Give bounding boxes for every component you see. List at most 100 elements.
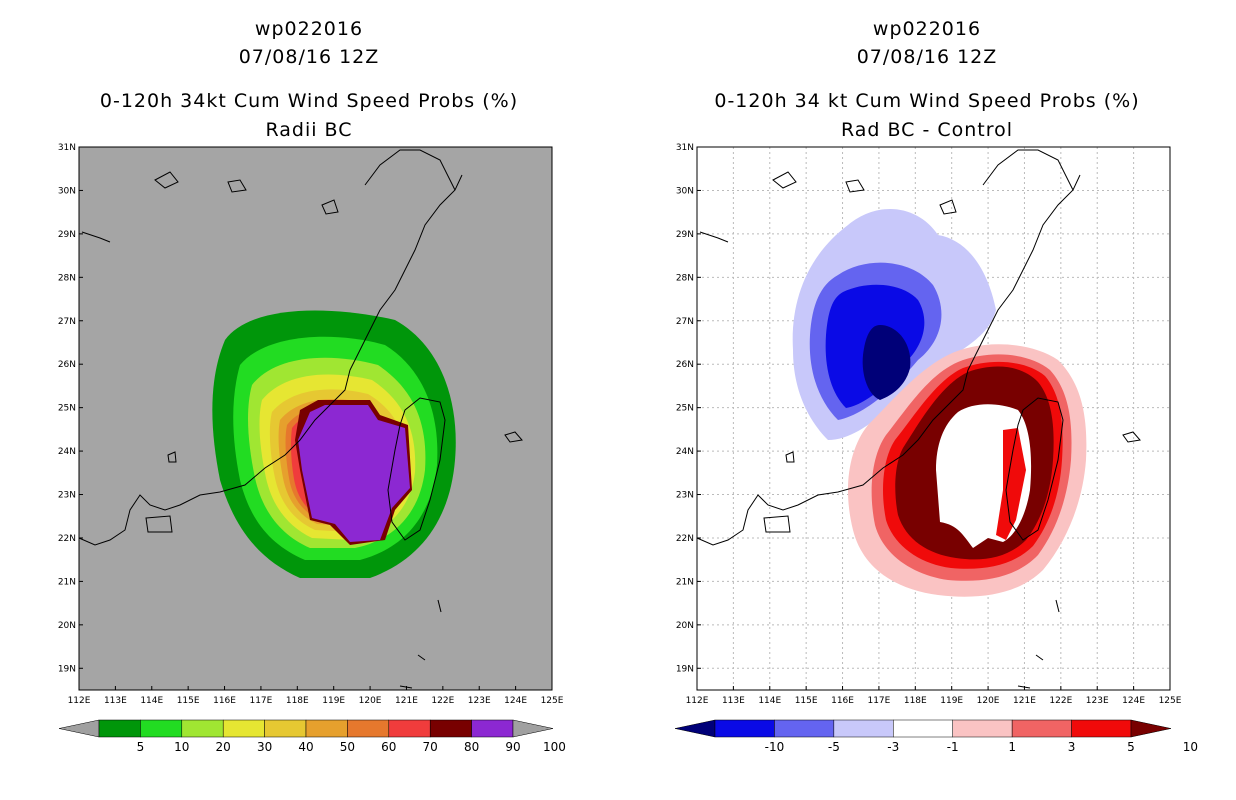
colorbar-label: 5 bbox=[1127, 740, 1135, 754]
positive-difference bbox=[848, 344, 1087, 597]
coastlines bbox=[696, 149, 1141, 689]
colorbar-label: -10 bbox=[765, 740, 785, 754]
lon-label: 123E bbox=[1086, 696, 1109, 706]
lat-label: 24N bbox=[676, 447, 694, 457]
colorbar-swatch bbox=[264, 719, 307, 738]
lat-label: 24N bbox=[58, 447, 76, 457]
left-panel: wp022016 07/08/16 12Z 0-120h 34kt Cum Wi… bbox=[58, 18, 566, 754]
lon-label: 112E bbox=[686, 696, 709, 706]
right-map: 19N20N21N22N23N24N25N26N27N28N29N30N31N … bbox=[674, 143, 1198, 754]
colorbar-label: 60 bbox=[381, 740, 396, 754]
colorbar-label: 10 bbox=[1183, 740, 1198, 754]
colorbar-label: 20 bbox=[216, 740, 231, 754]
lat-label: 21N bbox=[58, 577, 76, 587]
lat-label: 22N bbox=[676, 534, 694, 544]
right-subtitle: Rad BC - Control bbox=[840, 119, 1014, 141]
left-colorbar: 5 10 20 30 40 50 60 70 80 90 100 bbox=[58, 719, 566, 754]
right-storm-id: wp022016 bbox=[872, 18, 982, 40]
colorbar-label: 3 bbox=[1068, 740, 1076, 754]
right-datetime: 07/08/16 12Z bbox=[856, 46, 998, 68]
lon-label: 120E bbox=[359, 696, 382, 706]
lat-label: 31N bbox=[58, 143, 76, 153]
colorbar-label: 50 bbox=[340, 740, 355, 754]
colorbar-swatch bbox=[347, 719, 390, 738]
lon-label: 114E bbox=[758, 696, 781, 706]
lon-label: 112E bbox=[68, 696, 91, 706]
left-subtitle: Radii BC bbox=[265, 119, 353, 141]
colorbar-label: 80 bbox=[464, 740, 479, 754]
lat-label: 25N bbox=[676, 404, 694, 414]
lon-label: 124E bbox=[1122, 696, 1145, 706]
lon-label: 117E bbox=[249, 696, 272, 706]
lon-label: 123E bbox=[468, 696, 491, 706]
lat-label: 20N bbox=[58, 621, 76, 631]
lon-label: 116E bbox=[213, 696, 236, 706]
lon-label: 122E bbox=[431, 696, 454, 706]
lon-label: 116E bbox=[831, 696, 854, 706]
colorbar-swatch bbox=[140, 719, 183, 738]
colorbar-swatch bbox=[181, 719, 224, 738]
colorbar-right-arrow bbox=[1130, 719, 1172, 738]
lat-label: 29N bbox=[58, 230, 76, 240]
left-map-frame bbox=[78, 146, 553, 691]
colorbar-swatch bbox=[305, 719, 348, 738]
left-map: 19N20N21N22N23N24N25N26N27N28N29N30N31N … bbox=[58, 143, 566, 754]
colorbar-left-arrow bbox=[674, 719, 716, 738]
lon-label: 122E bbox=[1049, 696, 1072, 706]
left-storm-id: wp022016 bbox=[254, 18, 364, 40]
colorbar-swatch bbox=[98, 719, 141, 738]
colorbar-label: 40 bbox=[298, 740, 313, 754]
lat-label: 26N bbox=[58, 360, 76, 370]
colorbar-right-arrow bbox=[512, 719, 554, 738]
right-lat-labels: 19N 20N 21N 22N 23N 24N 25N 26N 27N 28N 29N 30N 31N bbox=[676, 143, 701, 674]
lat-label: 19N bbox=[58, 664, 76, 674]
lat-label: 25N bbox=[58, 404, 76, 414]
lat-label: 28N bbox=[58, 273, 76, 283]
lat-label: 19N bbox=[676, 664, 694, 674]
lon-label: 119E bbox=[322, 696, 345, 706]
lon-label: 114E bbox=[140, 696, 163, 706]
lon-label: 113E bbox=[104, 696, 127, 706]
lat-label: 26N bbox=[676, 360, 694, 370]
right-lon-labels: 112E 113E 114E 115E 116E 117E 118E 119E 120E 121E… bbox=[686, 686, 1182, 706]
colorbar-swatch bbox=[893, 719, 953, 738]
lat-label: 23N bbox=[58, 491, 76, 501]
right-panel: wp022016 07/08/16 12Z 0-120h 34 kt Cum W… bbox=[618, 0, 1236, 800]
colorbar-swatch bbox=[774, 719, 835, 738]
diff-neg-10 bbox=[862, 325, 911, 400]
colorbar-swatch bbox=[471, 719, 514, 738]
lat-label: 27N bbox=[58, 317, 76, 327]
colorbar-label: 1 bbox=[1008, 740, 1016, 754]
colorbar-label: 70 bbox=[423, 740, 438, 754]
colorbar-label: 90 bbox=[505, 740, 520, 754]
colorbar-left-arrow bbox=[58, 719, 100, 738]
lat-label: 20N bbox=[676, 621, 694, 631]
lon-label: 120E bbox=[977, 696, 1000, 706]
colorbar-label: 5 bbox=[137, 740, 145, 754]
colorbar-swatch bbox=[388, 719, 431, 738]
colorbar-label: 10 bbox=[174, 740, 189, 754]
colorbar-swatch bbox=[1071, 719, 1132, 738]
lon-label: 115E bbox=[795, 696, 818, 706]
left-title: 0-120h 34kt Cum Wind Speed Probs (%) bbox=[99, 90, 519, 112]
lat-label: 30N bbox=[676, 186, 694, 196]
colorbar-swatch bbox=[833, 719, 894, 738]
diff-pos-inner bbox=[996, 428, 1026, 540]
lat-label: 27N bbox=[676, 317, 694, 327]
lat-label: 28N bbox=[676, 273, 694, 283]
colorbar-swatch bbox=[714, 719, 775, 738]
lon-label: 118E bbox=[286, 696, 309, 706]
probability-contours bbox=[212, 310, 456, 578]
lon-label: 125E bbox=[1159, 696, 1182, 706]
right-colorbar: -10 -5 -3 -1 1 3 5 10 bbox=[674, 719, 1198, 754]
left-datetime: 07/08/16 12Z bbox=[238, 46, 380, 68]
colorbar-swatch bbox=[1011, 719, 1072, 738]
lon-label: 121E bbox=[1013, 696, 1036, 706]
lon-label: 115E bbox=[177, 696, 200, 706]
right-map-frame bbox=[696, 146, 1171, 691]
lat-label: 22N bbox=[58, 534, 76, 544]
colorbar-label: 100 bbox=[543, 740, 566, 754]
lat-label: 30N bbox=[58, 186, 76, 196]
colorbar-swatch bbox=[952, 719, 1013, 738]
lat-label: 31N bbox=[676, 143, 694, 153]
